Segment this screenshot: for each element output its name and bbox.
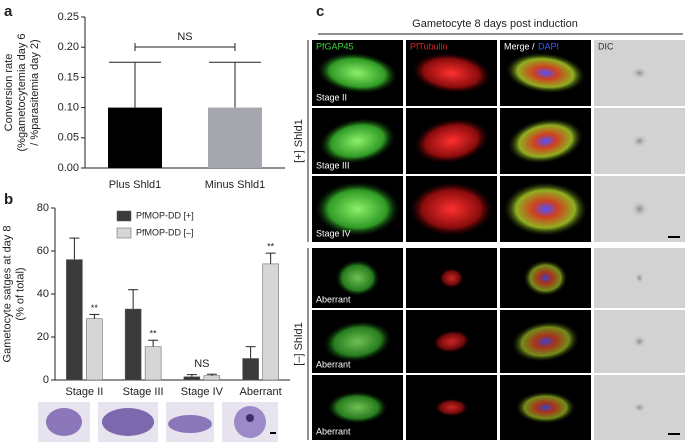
y-axis-label: Conversion rate	[3, 54, 15, 132]
error-bar	[209, 61, 261, 108]
cell	[323, 321, 392, 362]
cell	[315, 182, 400, 236]
error-bar	[69, 237, 80, 260]
row-label: Stage IV	[316, 228, 351, 238]
panel-title: Gametocyte 8 days post induction	[412, 18, 578, 30]
thumbnails	[38, 402, 278, 442]
x-tick-label: Plus Shld1	[109, 179, 162, 191]
column-header: PfGAP45	[316, 41, 354, 51]
panel-letter: c	[316, 3, 324, 20]
error-bar	[148, 339, 159, 347]
column-header: DAPI	[538, 41, 559, 51]
error-bar	[186, 374, 197, 377]
y-tick-label: 40	[37, 288, 49, 300]
annotation: NS	[177, 31, 192, 43]
cell	[523, 260, 568, 296]
error-bar	[245, 346, 256, 359]
panel-letter: b	[4, 191, 13, 208]
bar	[144, 346, 162, 381]
annotation: NS	[194, 358, 209, 370]
legend-label: PfMOP-DD [–]	[136, 227, 194, 237]
bar	[108, 107, 162, 168]
legend-swatch	[116, 227, 132, 239]
cell	[335, 260, 380, 296]
y-tick-label: 0	[43, 374, 49, 386]
row-label: Aberrant	[316, 294, 351, 304]
row-label: Stage III	[316, 160, 350, 170]
cell	[503, 182, 588, 236]
cell	[629, 65, 650, 81]
y-tick-label: 60	[37, 245, 49, 257]
cell	[511, 321, 580, 362]
bar	[66, 259, 83, 381]
bar	[208, 107, 262, 168]
cell	[515, 391, 576, 424]
x-tick-label: Stage III	[123, 386, 164, 398]
scale-bar	[668, 433, 680, 435]
cell	[432, 330, 471, 353]
cell	[439, 268, 464, 288]
legend-swatch	[116, 210, 132, 222]
panel-letter: a	[4, 3, 13, 20]
cell	[631, 334, 648, 349]
y-tick-label: 0.25	[58, 11, 79, 23]
cell	[634, 271, 645, 285]
y-tick-label: 20	[37, 331, 49, 343]
cell	[629, 199, 650, 219]
bar	[203, 375, 221, 381]
y-tick-label: 0.10	[58, 102, 79, 114]
cell	[327, 391, 388, 424]
annotation: **	[91, 303, 99, 313]
column-header: DIC	[598, 41, 614, 51]
y-tick-label: 80	[37, 202, 49, 214]
cell	[507, 118, 584, 164]
cell	[411, 52, 492, 94]
annotation: **	[267, 242, 275, 252]
row-label: Stage II	[316, 92, 347, 102]
error-bar	[128, 289, 139, 310]
y-axis-label: (% of total)	[14, 267, 26, 320]
x-tick-label: Stage II	[65, 386, 103, 398]
y-tick-label: 0.00	[58, 162, 79, 174]
cell	[632, 401, 647, 414]
cell	[319, 118, 396, 164]
cell	[435, 398, 468, 417]
bar	[86, 318, 103, 381]
legend-label: PfMOP-DD [+]	[136, 210, 194, 220]
y-tick-label: 0.05	[58, 132, 79, 144]
cell	[317, 52, 398, 94]
cell	[413, 118, 490, 164]
row-label: Aberrant	[316, 359, 351, 369]
annotation: **	[150, 329, 158, 339]
error-bar	[206, 373, 217, 376]
error-bar	[109, 61, 161, 108]
column-header: Merge /	[504, 41, 535, 51]
bar	[124, 308, 142, 381]
cell	[505, 52, 586, 94]
y-tick-label: 0.20	[58, 41, 79, 53]
x-tick-label: Minus Shld1	[205, 179, 266, 191]
y-axis-label: / %parasitemia day 2)	[29, 39, 41, 145]
column-header: PfTubulin	[410, 41, 448, 51]
y-axis-label: Gametocyte satges at day 8	[1, 226, 13, 363]
y-axis-label: (%gametocytemia day 6	[16, 34, 28, 152]
group-label: [–] Shld1	[293, 322, 305, 365]
error-bar	[265, 252, 276, 264]
y-tick-label: 0.15	[58, 71, 79, 83]
error-bar	[89, 313, 100, 319]
cell	[409, 182, 494, 236]
bracket	[134, 43, 236, 51]
x-tick-label: Aberrant	[240, 386, 282, 398]
x-tick-label: Stage IV	[181, 386, 224, 398]
group-label: [+] Shld1	[293, 119, 305, 163]
bar	[262, 263, 279, 381]
bar	[242, 358, 259, 381]
row-label: Aberrant	[316, 426, 351, 436]
scale-bar	[668, 236, 680, 238]
cell	[630, 133, 649, 149]
bar	[183, 376, 201, 381]
